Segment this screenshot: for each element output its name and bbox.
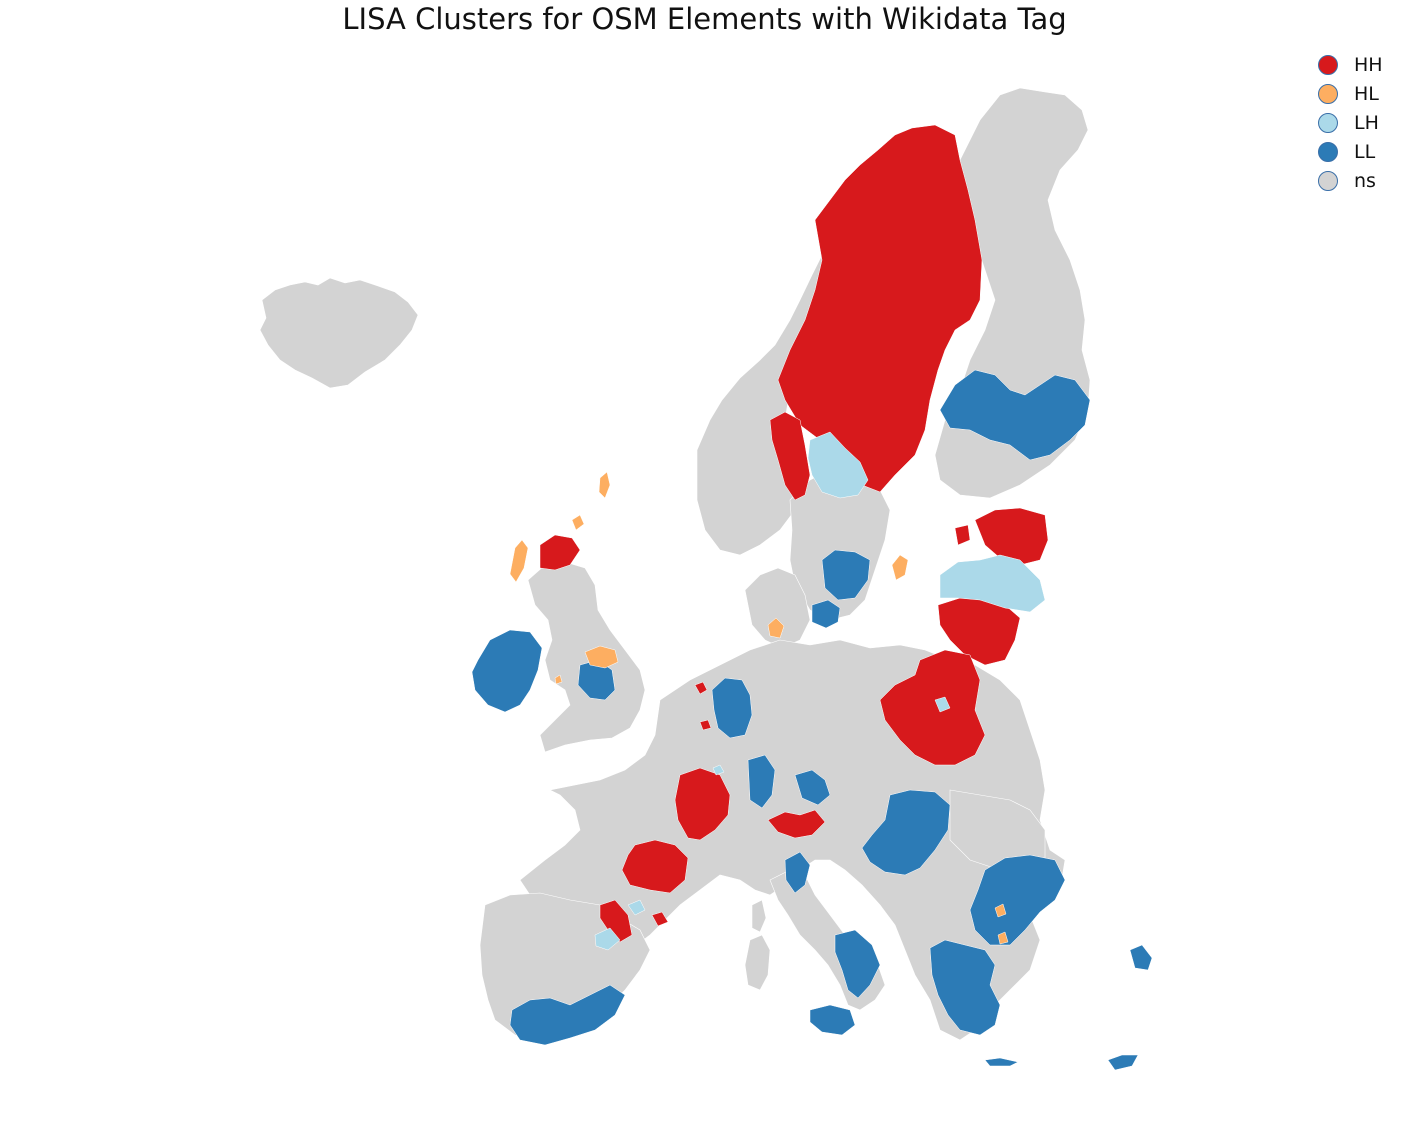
scotland-hh-cluster [539,534,581,571]
corsica-region [751,899,767,933]
legend-swatch-ll [1318,141,1338,162]
lh-clusters [594,431,1046,951]
poland-lh-cluster [934,696,951,713]
legend-item-hh: HH [1316,50,1406,79]
crete-ll-cluster [984,1057,1019,1067]
legend-label-lh: LH [1354,111,1379,134]
norway-south-hh-cluster [769,411,811,501]
sweden-south-ll-cluster [821,549,871,601]
poland-hh-cluster [879,649,986,766]
legend-swatch-lh [1318,112,1338,133]
finland-ll-cluster [939,369,1091,461]
legend-label-hl: HL [1354,82,1379,105]
spain-east-hh-cluster [651,911,669,927]
ll-clusters [471,369,1153,1071]
netherlands-hh-cluster [694,681,708,695]
legend-label-hh: HH [1354,53,1383,76]
spain-lh-cluster-2 [627,899,646,916]
orkney-hl-cluster [571,514,585,531]
england-hl-cluster [584,645,619,669]
legend-swatch-hh [1318,54,1338,75]
latvia-lh-cluster [939,554,1046,613]
hl-clusters [509,471,1009,945]
map-legend: HH HL LH LL ns [1316,50,1406,195]
england-hl-cluster-small [554,674,563,685]
pyrenees-hh-cluster [599,899,633,943]
hh-clusters [539,124,1049,943]
legend-item-ns: ns [1316,166,1406,195]
germany-lh-cluster [712,764,725,776]
legend-label-ll: LL [1354,140,1376,163]
sardinia-region [744,934,771,991]
austria-hh-cluster [767,809,826,839]
estonia-hh-cluster [974,507,1049,566]
legend-label-ns: ns [1354,169,1376,192]
germany-ll-cluster-1 [747,754,776,809]
legend-item-ll: LL [1316,137,1406,166]
hebrides-hl-cluster [509,539,529,583]
cyprus-ll-cluster [1107,1054,1139,1071]
ireland-ll-cluster [471,629,543,713]
france-central-hh-cluster [621,839,689,894]
hungary-ll-cluster [861,789,951,876]
map-title: LISA Clusters for OSM Elements with Wiki… [342,2,1067,36]
sweden-skane-ll-cluster [811,599,841,629]
iceland-region [259,277,419,389]
italy-south-ll-cluster [834,929,881,999]
legend-swatch-hl [1318,83,1338,104]
benelux-ll-cluster [711,677,753,739]
turkey-ll-cluster [1129,944,1153,971]
gotland-hl-cluster [891,554,909,581]
legend-item-hl: HL [1316,79,1406,108]
sweden-norway-north-hh-cluster [777,124,983,493]
sicily-ll-cluster [809,1004,856,1036]
italy-north-ll-cluster [784,851,811,894]
shetland-hl-cluster [598,471,611,499]
belgium-hh-cluster [699,719,712,731]
romania-bulgaria-ll-cluster [969,854,1066,946]
great-britain-region [527,561,646,753]
greece-ll-cluster [929,939,1001,1036]
bulgaria-hl-cluster [994,903,1007,918]
spain-south-ll-cluster [509,984,626,1046]
legend-item-lh: LH [1316,108,1406,137]
france-north-hh-cluster [674,767,731,841]
denmark-hl-cluster [767,617,785,639]
spain-lh-cluster [594,927,621,951]
germany-ll-cluster-2 [794,769,831,806]
latvia-hh-cluster-small [954,524,971,546]
sweden-lh-cluster [807,431,869,499]
legend-swatch-ns [1318,170,1338,191]
bulgaria-hl-cluster-2 [997,931,1009,945]
denmark-region [744,567,811,649]
